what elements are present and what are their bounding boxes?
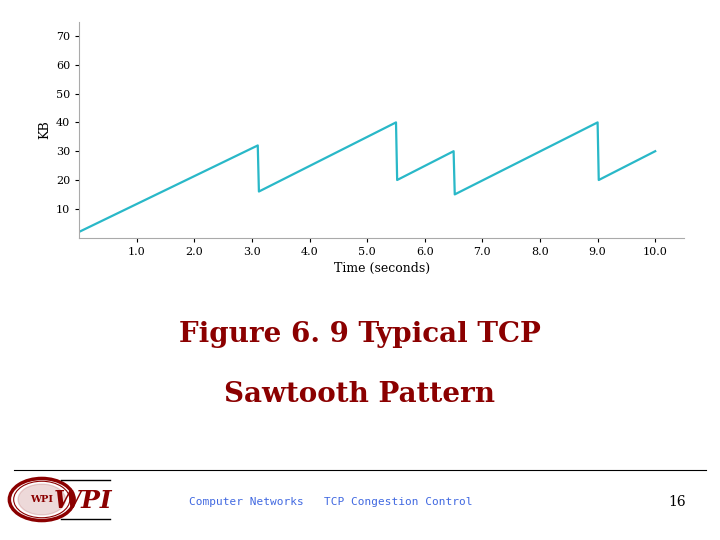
X-axis label: Time (seconds): Time (seconds) bbox=[333, 262, 430, 275]
Text: WPI: WPI bbox=[30, 495, 53, 504]
Text: 16: 16 bbox=[668, 495, 685, 509]
Text: Computer Networks   TCP Congestion Control: Computer Networks TCP Congestion Control bbox=[189, 497, 473, 507]
Circle shape bbox=[18, 484, 66, 515]
Text: Figure 6. 9 Typical TCP: Figure 6. 9 Typical TCP bbox=[179, 321, 541, 348]
Y-axis label: KB: KB bbox=[39, 120, 52, 139]
Text: WPI: WPI bbox=[53, 489, 112, 513]
Text: Sawtooth Pattern: Sawtooth Pattern bbox=[225, 381, 495, 408]
